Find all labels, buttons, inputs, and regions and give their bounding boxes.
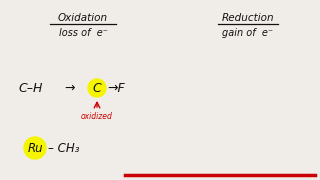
Text: – CH₃: – CH₃ <box>48 141 79 154</box>
Text: gain of  e⁻: gain of e⁻ <box>222 28 274 38</box>
Text: Oxidation: Oxidation <box>58 13 108 23</box>
Text: C–H: C–H <box>18 82 42 94</box>
Text: →: → <box>65 82 75 94</box>
Circle shape <box>24 137 46 159</box>
Text: Ru: Ru <box>27 141 43 154</box>
Circle shape <box>88 79 106 97</box>
Text: C: C <box>92 82 101 94</box>
Text: loss of  e⁻: loss of e⁻ <box>59 28 108 38</box>
Text: Reduction: Reduction <box>222 13 274 23</box>
Text: oxidized: oxidized <box>81 112 113 121</box>
Text: →F: →F <box>107 82 125 94</box>
